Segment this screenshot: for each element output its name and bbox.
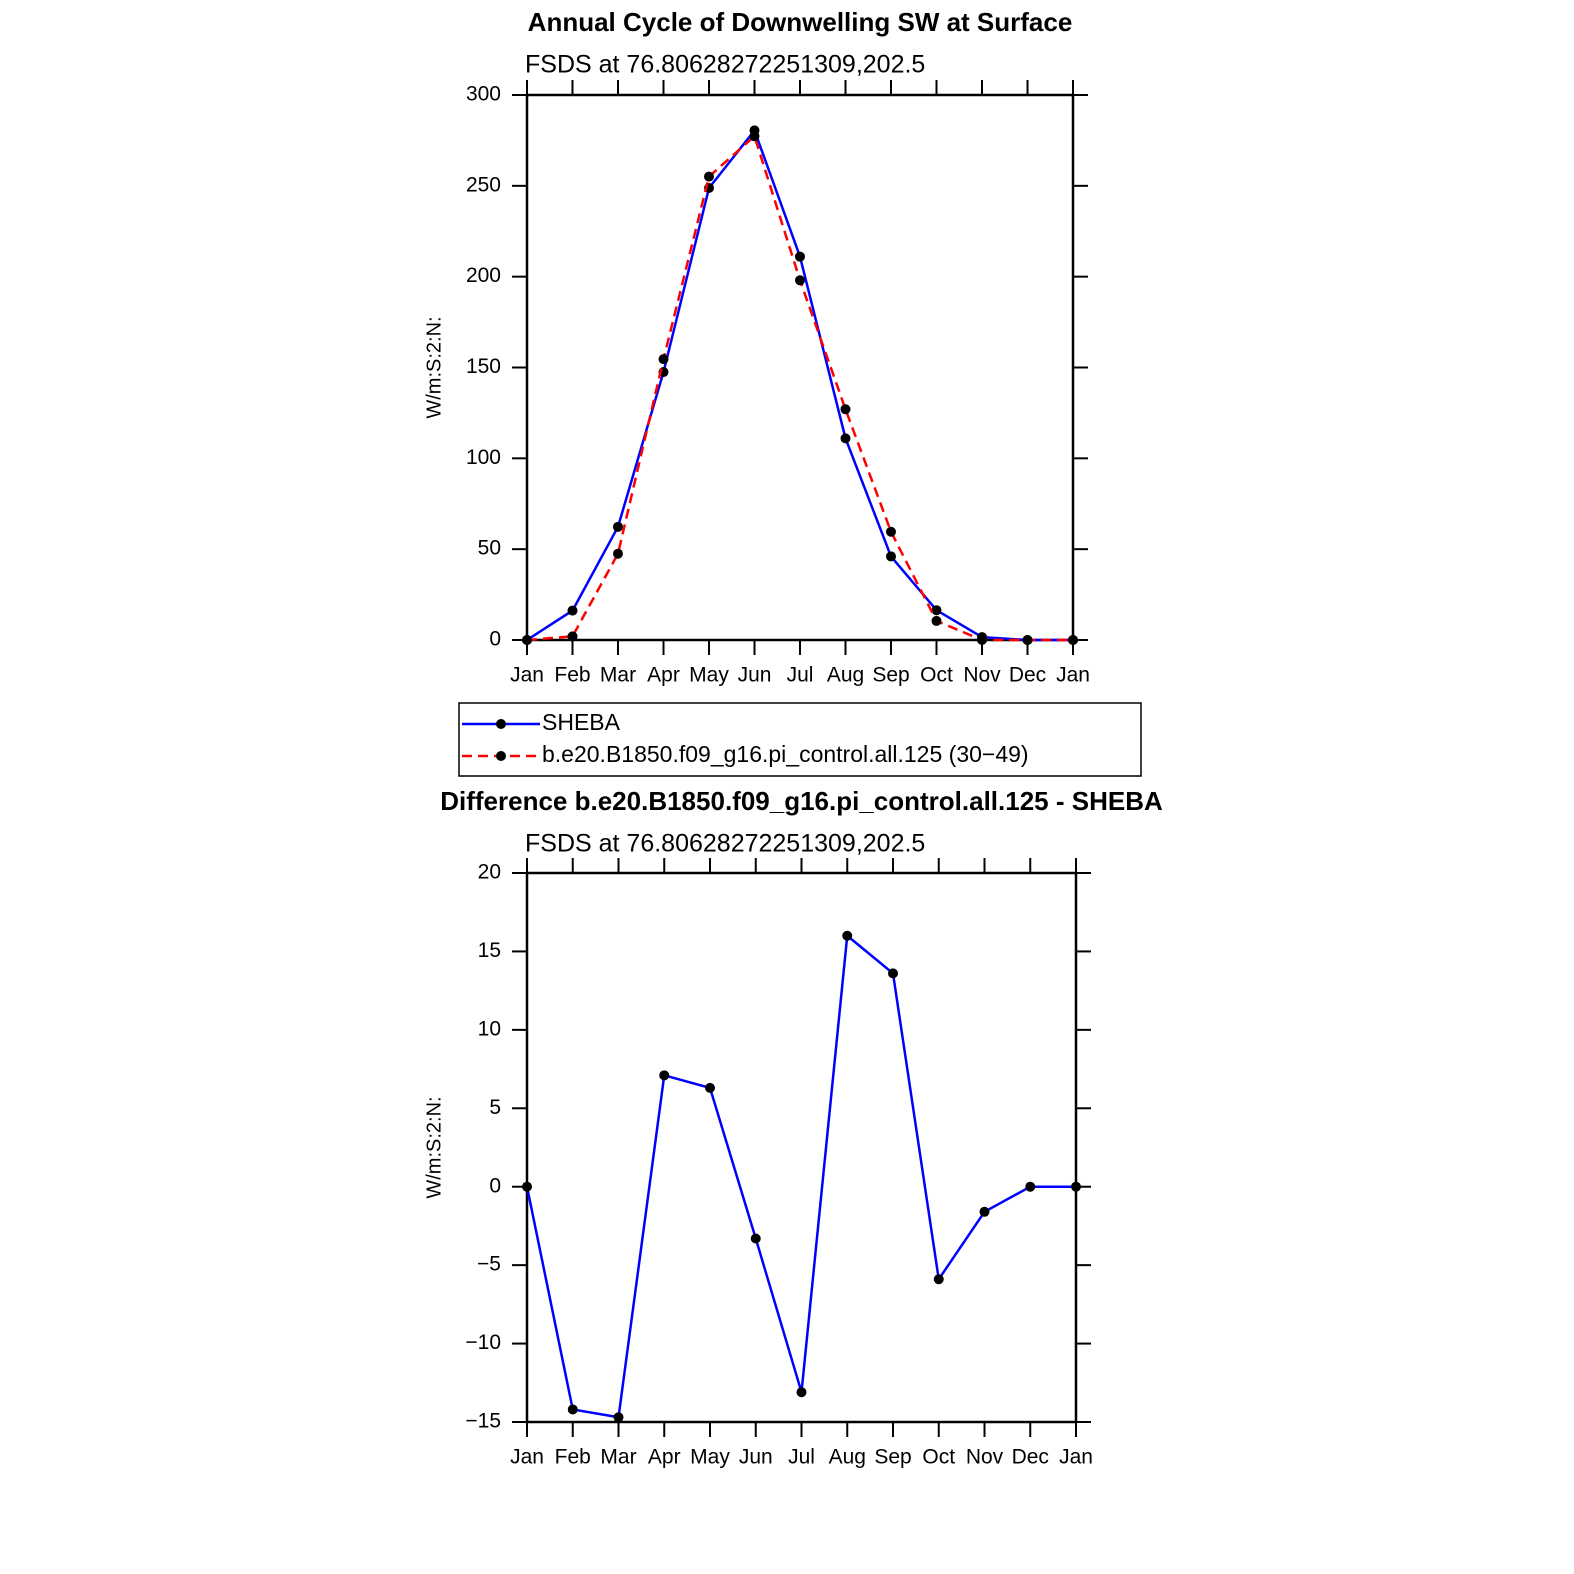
y-tick-label: 0 — [489, 1174, 501, 1197]
data-point — [705, 1082, 715, 1093]
data-point — [795, 251, 805, 262]
x-tick-label: Apr — [647, 664, 680, 687]
x-tick-label: Mar — [600, 1446, 636, 1469]
data-point — [842, 930, 853, 941]
x-tick-label: Dec — [1012, 1446, 1049, 1469]
y-tick-label: 15 — [478, 939, 501, 962]
x-tick-label: Mar — [600, 664, 636, 687]
x-tick-label: Nov — [963, 664, 1001, 687]
legend-marker — [496, 751, 506, 761]
x-tick-label: Sep — [872, 664, 909, 687]
data-point — [931, 605, 942, 616]
legend-label: b.e20.B1850.f09_g16.pi_control.all.125 (… — [542, 741, 1029, 767]
x-tick-label: May — [689, 664, 729, 687]
x-tick-label: May — [690, 1446, 730, 1469]
x-tick-label: Jun — [738, 664, 772, 687]
y-tick-label: 200 — [466, 264, 501, 287]
chart-subtitle: FSDS at 76.80628272251309,202.5 — [525, 51, 925, 79]
data-point — [796, 1387, 807, 1398]
y-tick-label: 50 — [478, 537, 501, 560]
x-tick-label: Jan — [510, 664, 544, 687]
y-tick-label: −15 — [465, 1410, 501, 1433]
y-tick-label: 250 — [466, 173, 501, 196]
data-point — [613, 521, 623, 532]
y-axis-label: W/m:S:2:N: — [423, 1096, 445, 1198]
plot-frame — [525, 93, 1075, 642]
y-tick-label: 20 — [478, 861, 501, 884]
data-point — [933, 1274, 944, 1285]
x-tick-label: Feb — [554, 664, 590, 687]
data-point — [613, 1412, 624, 1423]
chart-title: Difference b.e20.B1850.f09_g16.pi_contro… — [440, 786, 1163, 816]
data-point — [522, 635, 532, 645]
data-point — [704, 171, 714, 182]
data-point — [1025, 1181, 1036, 1192]
x-tick-label: Jun — [739, 1446, 773, 1469]
x-tick-label: Nov — [966, 1446, 1004, 1469]
series-line — [526, 134, 1073, 642]
data-point — [567, 631, 578, 642]
y-tick-label: 150 — [466, 355, 501, 378]
data-point — [931, 615, 942, 626]
legend-marker — [496, 719, 506, 729]
y-tick-label: 0 — [489, 628, 501, 651]
data-point — [795, 275, 805, 286]
x-tick-label: Sep — [874, 1446, 911, 1469]
data-point — [750, 1233, 761, 1244]
series-line — [525, 933, 1076, 1419]
legend-label: SHEBA — [542, 709, 621, 735]
x-tick-label: Jan — [1059, 1446, 1093, 1469]
data-point — [522, 1181, 532, 1192]
data-point — [567, 1404, 578, 1415]
x-tick-label: Apr — [648, 1446, 681, 1469]
data-point — [1022, 635, 1033, 645]
data-point — [886, 551, 896, 562]
data-point — [979, 1206, 990, 1217]
legend-box — [458, 702, 1142, 777]
data-point — [1068, 635, 1078, 645]
x-tick-label: Jan — [1056, 664, 1090, 687]
data-point — [886, 526, 896, 537]
data-point — [1071, 1181, 1081, 1192]
y-tick-label: 5 — [489, 1096, 501, 1119]
data-point — [613, 548, 623, 559]
y-tick-label: 100 — [466, 446, 501, 469]
x-tick-label: Oct — [922, 1446, 955, 1469]
data-point — [567, 605, 578, 616]
data-point — [749, 131, 760, 142]
data-point — [888, 968, 898, 979]
data-point — [659, 1070, 670, 1081]
plot-frame — [525, 871, 1078, 1424]
chart-subtitle: FSDS at 76.80628272251309,202.5 — [525, 830, 925, 858]
data-point — [977, 635, 987, 645]
data-point — [840, 404, 851, 415]
x-tick-label: Aug — [829, 1446, 866, 1469]
x-tick-label: Dec — [1009, 664, 1046, 687]
x-tick-label: Feb — [555, 1446, 591, 1469]
y-tick-label: −10 — [465, 1331, 501, 1354]
x-tick-label: Jul — [788, 1446, 815, 1469]
data-point — [840, 433, 851, 444]
x-tick-label: Jul — [787, 664, 814, 687]
chart-title: Annual Cycle of Downwelling SW at Surfac… — [528, 7, 1073, 37]
x-tick-label: Aug — [827, 664, 864, 687]
y-tick-label: −5 — [477, 1253, 501, 1276]
series-line — [526, 127, 1073, 642]
data-point — [658, 354, 669, 365]
x-tick-label: Oct — [920, 664, 953, 687]
y-tick-label: 10 — [478, 1017, 501, 1040]
y-axis-label: W/m:S:2:N: — [423, 316, 445, 418]
y-tick-label: 300 — [466, 83, 501, 106]
x-tick-label: Jan — [510, 1446, 544, 1469]
